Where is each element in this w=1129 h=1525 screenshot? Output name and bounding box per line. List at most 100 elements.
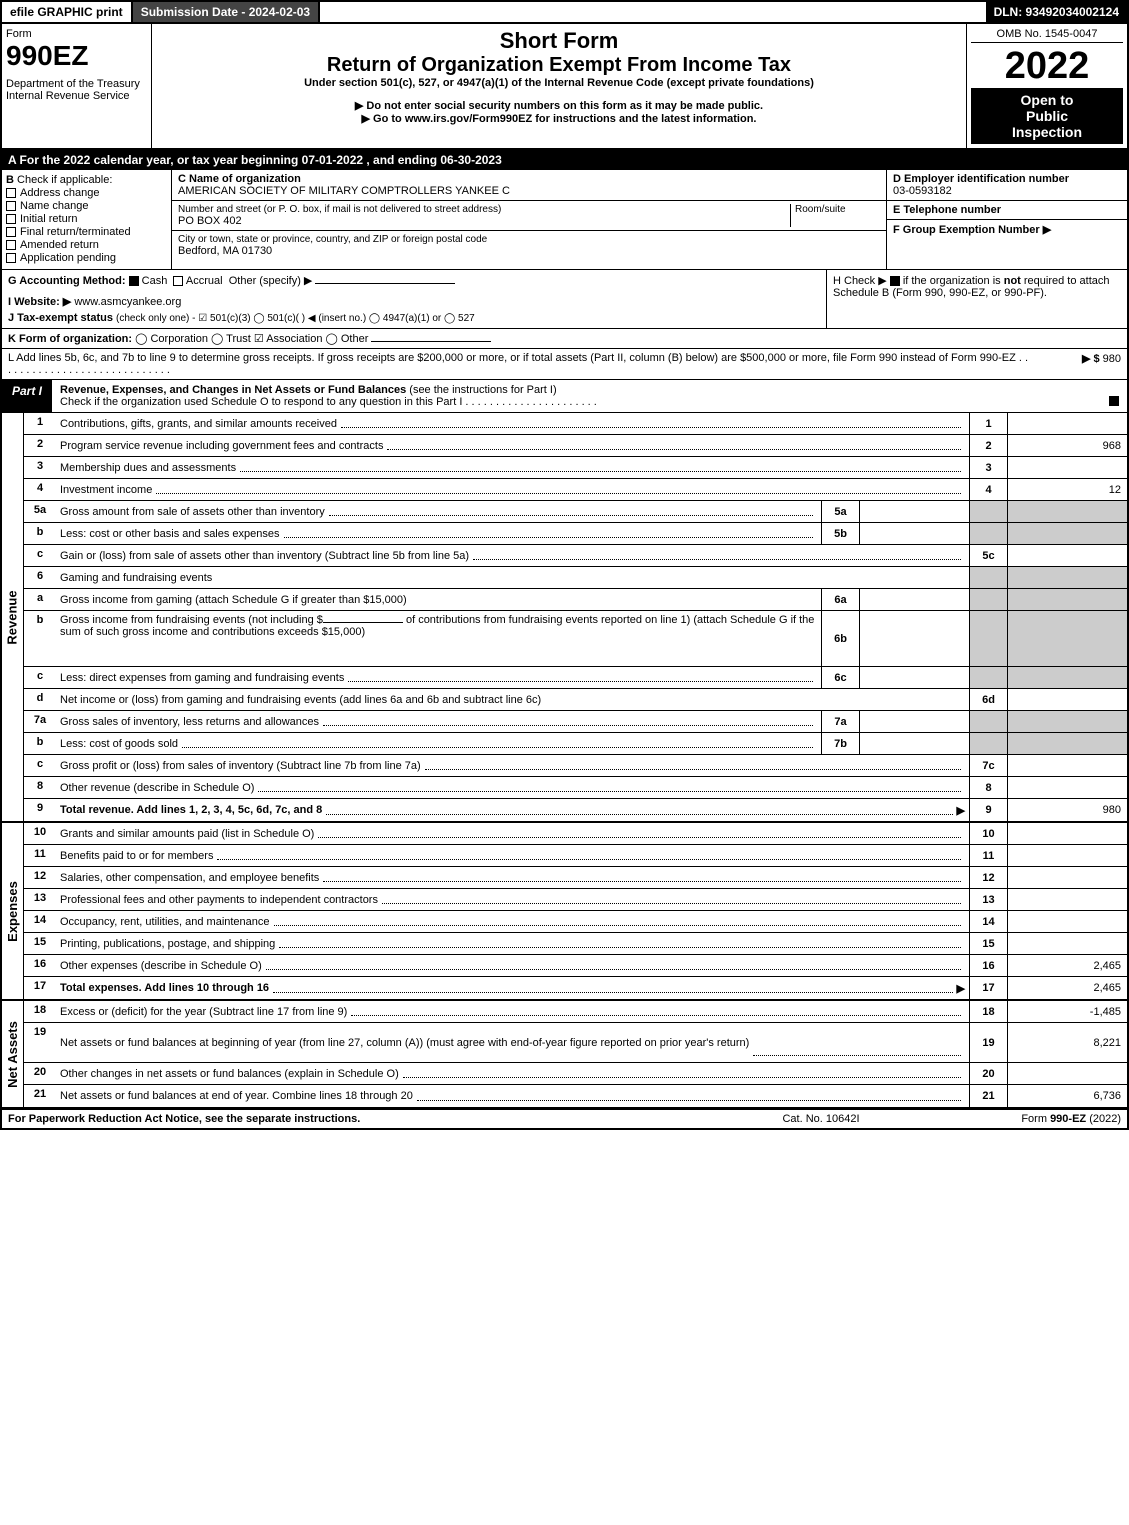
result-val: 2,465: [1007, 955, 1127, 976]
line-num: 2: [24, 435, 56, 456]
chk-final-return[interactable]: Final return/terminated: [6, 226, 167, 238]
checkbox-icon: [6, 201, 16, 211]
line-num: 12: [24, 867, 56, 888]
footer-form-pre: Form: [1021, 1113, 1050, 1125]
result-val: [1007, 777, 1127, 798]
l-text: L Add lines 5b, 6c, and 7b to line 9 to …: [8, 352, 1016, 364]
section-gh: G Accounting Method: Cash Accrual Other …: [0, 270, 1129, 329]
checkbox-icon: [173, 276, 183, 286]
section-c: C Name of organization AMERICAN SOCIETY …: [172, 170, 887, 269]
e-label: E Telephone number: [893, 204, 1121, 216]
line-num: 1: [24, 413, 56, 434]
chk-label: Amended return: [20, 239, 99, 251]
open-line3: Inspection: [975, 124, 1119, 140]
result-val: [1007, 1063, 1127, 1084]
result-num-shaded: [969, 733, 1007, 754]
result-num: 6d: [969, 689, 1007, 710]
h-text1: H Check ▶: [833, 275, 890, 287]
chk-amended-return[interactable]: Amended return: [6, 239, 167, 251]
g-other: Other (specify) ▶: [229, 275, 313, 287]
header-right: OMB No. 1545-0047 2022 Open to Public In…: [967, 24, 1127, 148]
line-desc: Membership dues and assessments: [60, 462, 236, 474]
blank-field[interactable]: [323, 622, 403, 623]
city-value: Bedford, MA 01730: [178, 245, 880, 257]
chk-application-pending[interactable]: Application pending: [6, 252, 167, 264]
result-val: 8,221: [1007, 1023, 1127, 1062]
chk-name-change[interactable]: Name change: [6, 200, 167, 212]
irs-link[interactable]: www.irs.gov/Form990EZ: [405, 113, 532, 125]
j-label: J Tax-exempt status: [8, 312, 113, 324]
checkbox-icon: [6, 188, 16, 198]
subcol-num: 6b: [821, 611, 859, 666]
result-num-shaded: [969, 567, 1007, 588]
page-footer: For Paperwork Reduction Act Notice, see …: [0, 1109, 1129, 1130]
line-num: 16: [24, 955, 56, 976]
revenue-table: 1Contributions, gifts, grants, and simil…: [24, 413, 1127, 821]
result-val: [1007, 845, 1127, 866]
line-num: 21: [24, 1085, 56, 1107]
f-label: F Group Exemption Number ▶: [893, 223, 1121, 236]
h-text2: if the organization is: [900, 275, 1004, 287]
dept-treasury: Department of the Treasury: [6, 78, 147, 90]
line-desc: Gross profit or (loss) from sales of inv…: [60, 760, 421, 772]
section-d: D Employer identification number 03-0593…: [887, 170, 1127, 201]
netassets-table: 18Excess or (deficit) for the year (Subt…: [24, 1001, 1127, 1107]
submission-date: Submission Date - 2024-02-03: [133, 2, 320, 22]
line-num: d: [24, 689, 56, 710]
form-number: 990EZ: [6, 40, 147, 72]
subcol-num: 6a: [821, 589, 859, 610]
line-num: 14: [24, 911, 56, 932]
subcol-val: [859, 733, 969, 754]
goto-line: ▶ Go to www.irs.gov/Form990EZ for instru…: [156, 112, 962, 125]
k-other-blank[interactable]: [371, 341, 491, 342]
d-label: D Employer identification number: [893, 173, 1121, 185]
line-num: 4: [24, 479, 56, 500]
result-num: 7c: [969, 755, 1007, 776]
line-desc: Investment income: [60, 484, 152, 496]
result-num: 14: [969, 911, 1007, 932]
line-num: b: [24, 523, 56, 544]
line-desc: Salaries, other compensation, and employ…: [60, 872, 319, 884]
line-desc: Occupancy, rent, utilities, and maintena…: [60, 916, 270, 928]
result-num: 12: [969, 867, 1007, 888]
section-l: L Add lines 5b, 6c, and 7b to line 9 to …: [0, 349, 1129, 380]
checkbox-icon: [1109, 396, 1119, 406]
efile-label[interactable]: efile GRAPHIC print: [2, 2, 133, 22]
chk-initial-return[interactable]: Initial return: [6, 213, 167, 225]
top-bar: efile GRAPHIC print Submission Date - 20…: [0, 0, 1129, 24]
result-num: 16: [969, 955, 1007, 976]
line-desc: Professional fees and other payments to …: [60, 894, 378, 906]
footer-form-bold: 990-EZ: [1050, 1113, 1086, 1125]
line-num: 7a: [24, 711, 56, 732]
line-desc: Grants and similar amounts paid (list in…: [60, 828, 314, 840]
line-num: 3: [24, 457, 56, 478]
result-val: [1007, 911, 1127, 932]
g-other-blank[interactable]: [315, 283, 455, 284]
header-center: Short Form Return of Organization Exempt…: [152, 24, 967, 148]
result-num-shaded: [969, 589, 1007, 610]
checkbox-icon: [6, 253, 16, 263]
city-label: City or town, state or province, country…: [178, 234, 880, 245]
part1-header: Part I Revenue, Expenses, and Changes in…: [0, 380, 1129, 413]
website-link[interactable]: www.asmcyankee.org: [74, 296, 181, 308]
result-num-shaded: [969, 523, 1007, 544]
form-word: Form: [6, 28, 147, 40]
netassets-section: Net Assets 18Excess or (deficit) for the…: [0, 999, 1129, 1109]
part1-title-bold: Revenue, Expenses, and Changes in Net As…: [60, 384, 406, 396]
line-num: c: [24, 755, 56, 776]
checkbox-icon: [6, 240, 16, 250]
footer-form-post: (2022): [1086, 1113, 1121, 1125]
chk-address-change[interactable]: Address change: [6, 187, 167, 199]
chk-label: Name change: [20, 200, 89, 212]
line-desc: Other changes in net assets or fund bala…: [60, 1068, 399, 1080]
line-num: 11: [24, 845, 56, 866]
result-num-shaded: [969, 501, 1007, 522]
netassets-vlabel: Net Assets: [2, 1001, 24, 1107]
line-desc: Excess or (deficit) for the year (Subtra…: [60, 1006, 347, 1018]
subcol-val: [859, 523, 969, 544]
footer-right: Form 990-EZ (2022): [921, 1113, 1121, 1125]
street-value: PO BOX 402: [178, 215, 790, 227]
section-g: G Accounting Method: Cash Accrual Other …: [2, 270, 827, 328]
line-desc: Less: cost of goods sold: [60, 738, 178, 750]
line-num: 10: [24, 823, 56, 844]
